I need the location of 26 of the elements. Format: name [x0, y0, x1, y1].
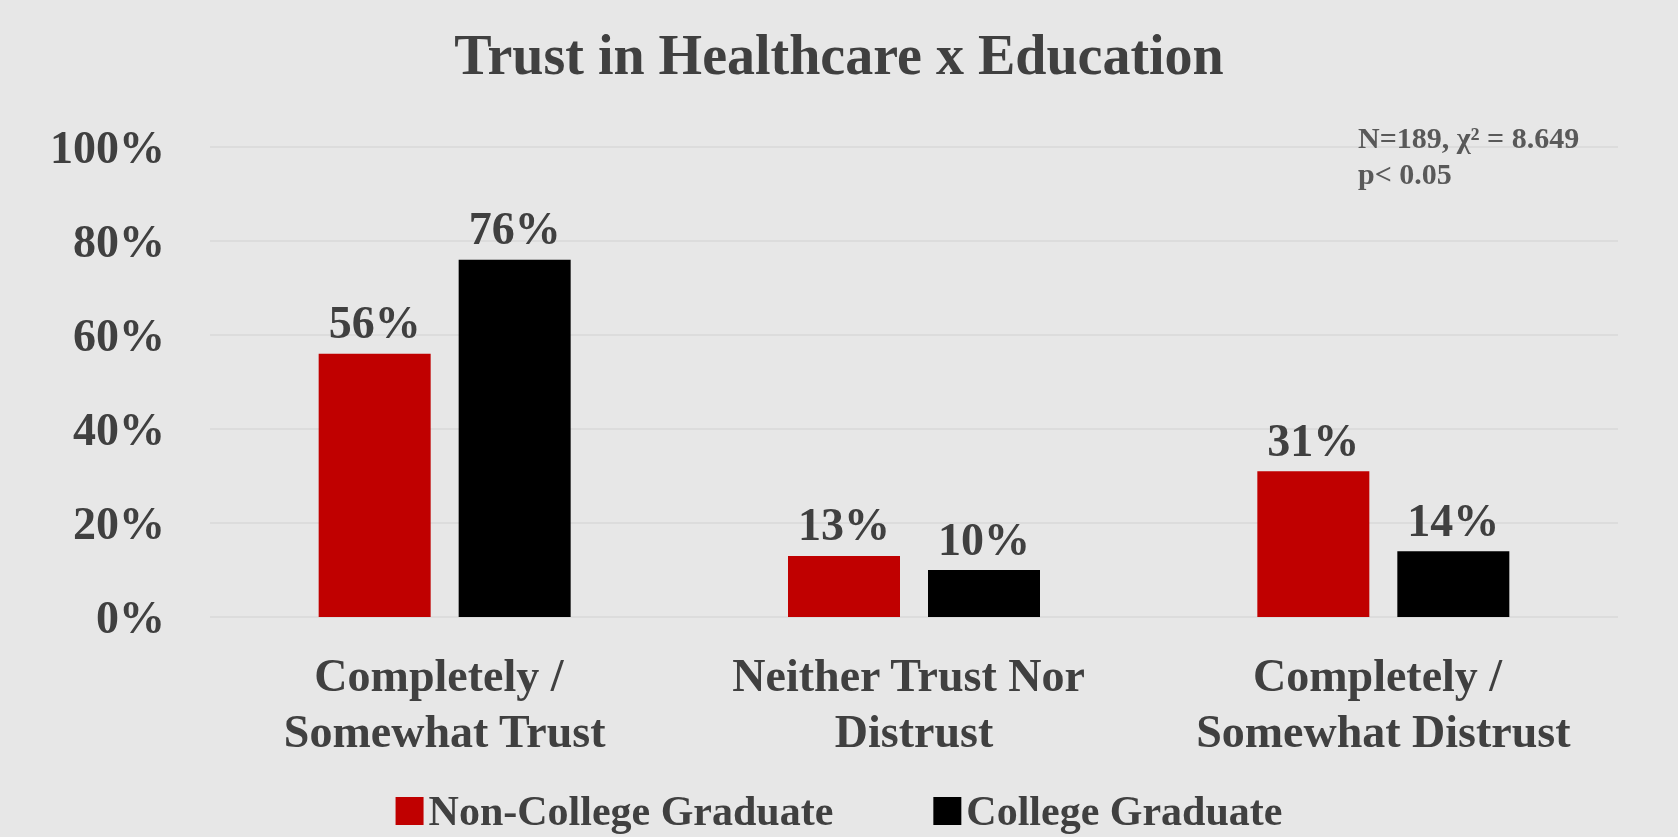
x-tick-label: Completely / Somewhat Distrust [1196, 649, 1572, 757]
bar [1397, 551, 1510, 617]
bar [788, 555, 900, 617]
data-label: 10% [938, 513, 1030, 565]
y-tick-label: 100% [50, 121, 165, 173]
y-tick-label: 60% [73, 309, 165, 361]
y-tick-label: 40% [73, 403, 165, 455]
bar [318, 353, 431, 617]
data-label: 14% [1407, 494, 1500, 546]
chart-title: Trust in Healthcare x Education [454, 24, 1224, 86]
data-label: 76% [468, 203, 561, 255]
annotation: N=189, χ² = 8.649 [1358, 120, 1580, 154]
bar [928, 570, 1040, 617]
legend-label: College Graduate [966, 788, 1283, 834]
bar [1257, 471, 1370, 617]
y-tick-label: 20% [73, 497, 165, 549]
x-tick-label: Neither Trust Nor Distrust [732, 649, 1096, 757]
data-label: 56% [328, 297, 421, 349]
data-label: 31% [1267, 414, 1360, 466]
annotation: p< 0.05 [1358, 156, 1452, 190]
x-tick-label: Completely / Somewhat Trust [283, 649, 607, 757]
data-label: 13% [798, 499, 890, 551]
y-tick-label: 0% [96, 591, 165, 643]
legend-label: Non-College Graduate [428, 788, 834, 834]
bar [458, 259, 571, 617]
y-tick-label: 80% [73, 215, 165, 267]
